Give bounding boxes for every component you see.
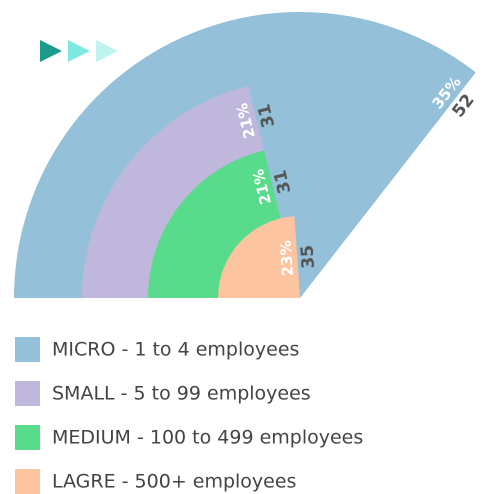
legend-label: LAGRE - 500+ employees — [52, 471, 296, 493]
legend-label: MEDIUM - 100 to 499 employees — [52, 427, 363, 449]
legend-label: MICRO - 1 to 4 employees — [52, 339, 299, 361]
value-label: 35 — [297, 244, 319, 269]
radial-bar — [218, 216, 300, 298]
legend-label: SMALL - 5 to 99 employees — [52, 383, 311, 405]
bar-labels: 23% 35 — [277, 240, 319, 277]
plot — [14, 11, 476, 299]
legend-swatch — [15, 469, 40, 494]
share-label: 23% — [277, 240, 297, 277]
arrow-icon — [96, 40, 118, 62]
legend-swatch — [15, 337, 40, 362]
legend-swatch — [15, 425, 40, 450]
decor-arrows — [40, 40, 118, 62]
arrow-icon — [40, 40, 62, 62]
arrow-icon — [68, 40, 90, 62]
legend-swatch — [15, 381, 40, 406]
